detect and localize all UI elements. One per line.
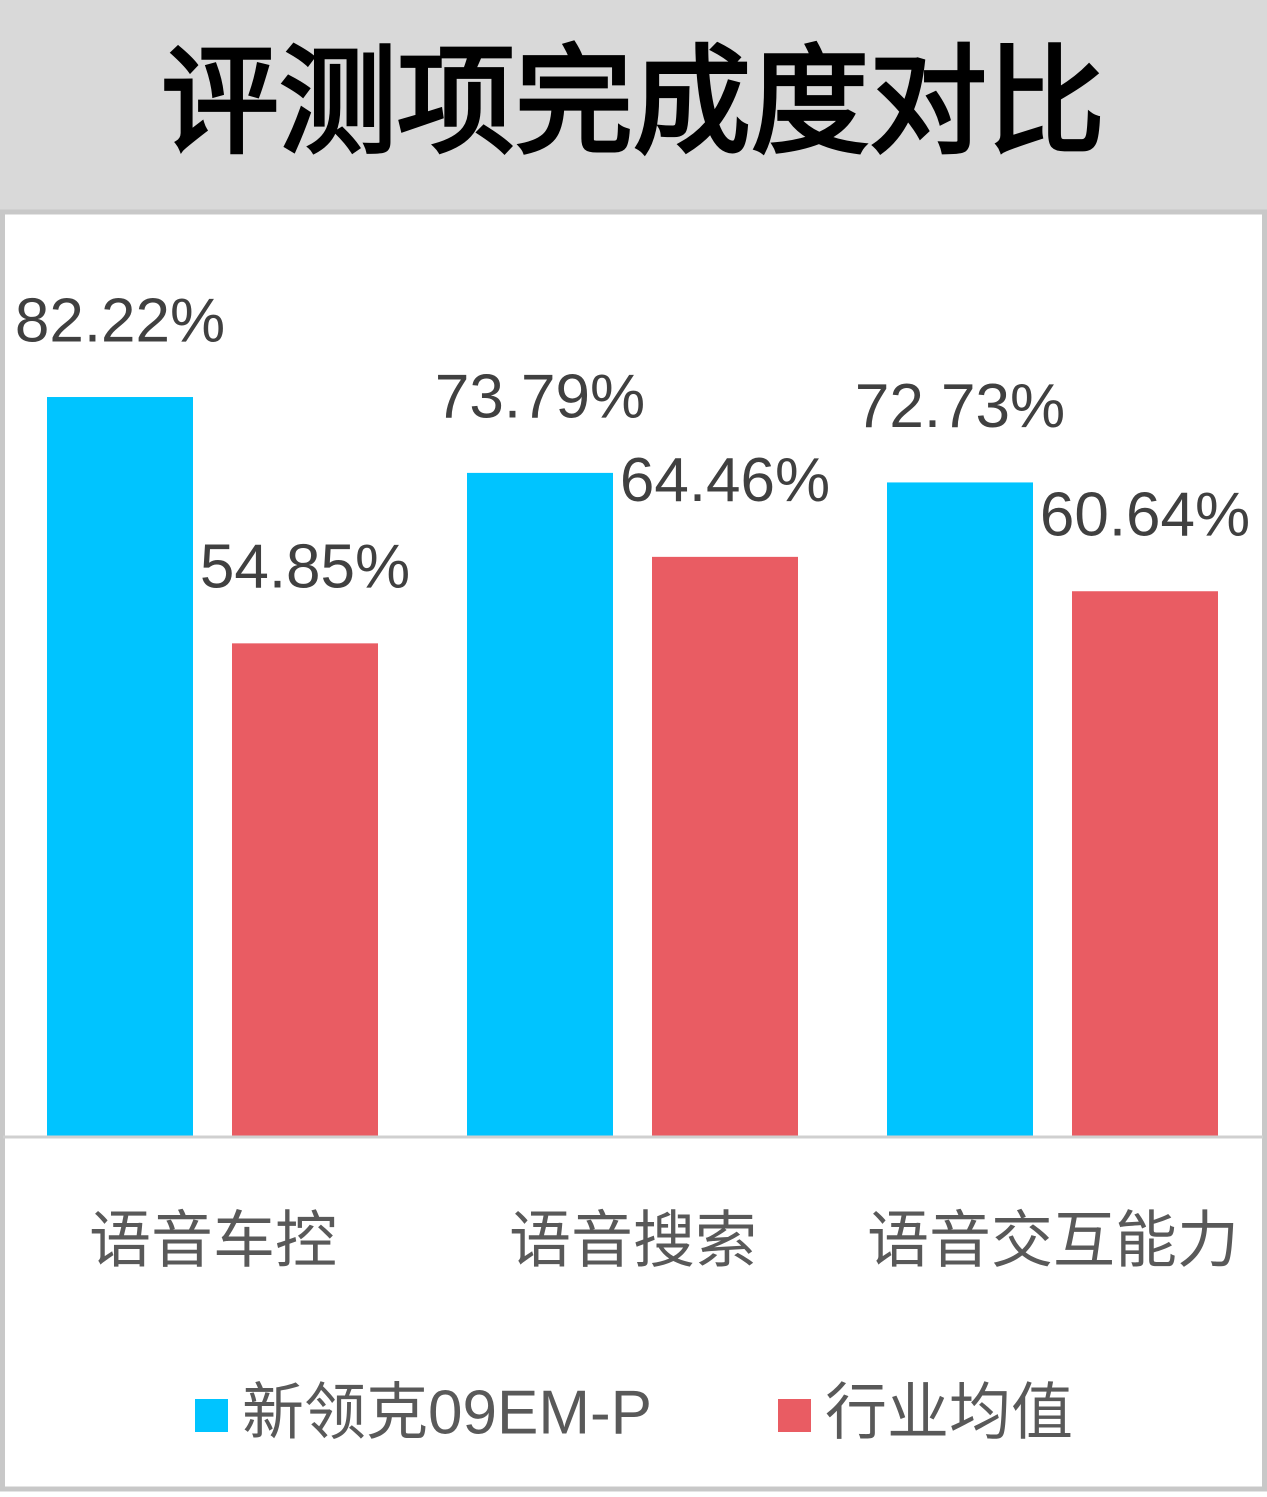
bar [467,472,613,1137]
bar [887,482,1033,1137]
legend-label: 新领克09EM-P [242,1378,652,1447]
plot-frame [0,209,1267,1492]
chart-title: 评测项完成度对比 [161,37,1105,169]
value-label: 64.46% [620,446,830,515]
value-label: 82.22% [15,286,225,355]
value-label: 73.79% [435,362,645,431]
bar [232,643,378,1137]
legend-swatch [778,1399,811,1432]
legend-swatch [195,1399,228,1432]
bar [652,556,798,1137]
x-tick-label: 语音交互能力 [867,1206,1239,1275]
x-tick-label: 语音搜索 [509,1206,757,1275]
x-tick-label: 语音车控 [89,1206,337,1275]
value-label: 72.73% [855,372,1065,441]
legend-label: 行业均值 [825,1378,1073,1447]
bar [47,397,193,1137]
value-label: 60.64% [1040,481,1250,550]
bar [1072,591,1218,1137]
value-label: 54.85% [200,533,410,602]
title-band [0,0,1267,212]
